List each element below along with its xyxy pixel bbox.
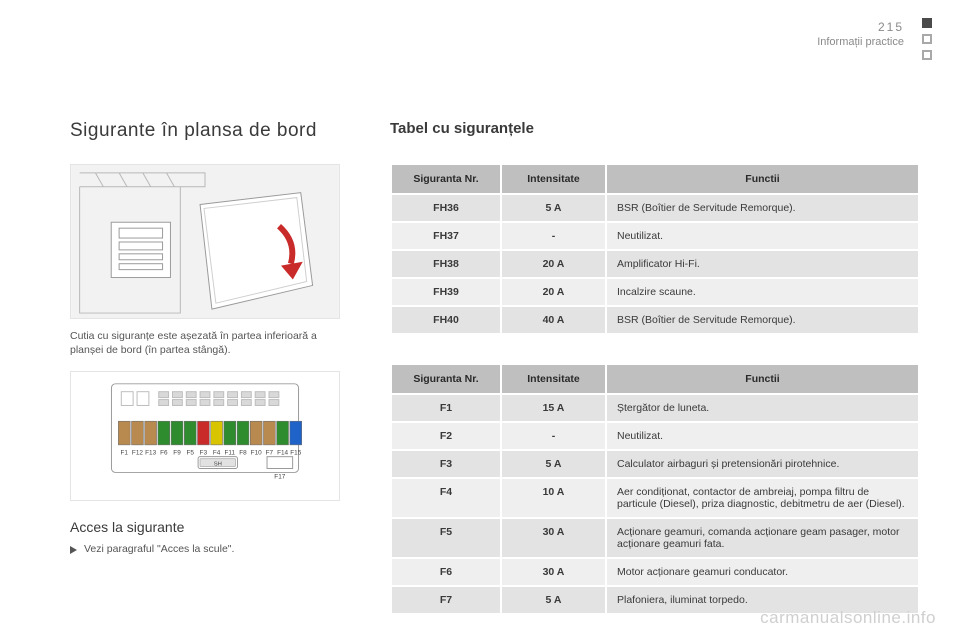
table-row: F115 AȘtergător de luneta. bbox=[391, 394, 919, 422]
table-header: Intensitate bbox=[501, 364, 606, 394]
section-title: Informații practice bbox=[817, 36, 904, 48]
bullet-line: Vezi paragraful "Acces la scule". bbox=[70, 543, 360, 555]
edge-dot-icon bbox=[922, 34, 932, 44]
fuse-function: Amplificator Hi-Fi. bbox=[606, 250, 919, 278]
fuse-intensity: 15 A bbox=[501, 394, 606, 422]
fuse-intensity: 5 A bbox=[501, 586, 606, 614]
watermark: carmanualsonline.info bbox=[760, 608, 936, 628]
fuse-table-2: Siguranta Nr. Intensitate Functii F115 A… bbox=[390, 363, 920, 615]
section-heading: Sigurante în plansa de bord bbox=[70, 120, 360, 142]
page-number: 215 bbox=[878, 20, 904, 34]
table-row: F35 ACalculator airbaguri și pretensionă… bbox=[391, 450, 919, 478]
fuse-intensity: 20 A bbox=[501, 250, 606, 278]
fuse-function: Calculator airbaguri și pretensionări pi… bbox=[606, 450, 919, 478]
table-header: Functii bbox=[606, 164, 919, 194]
table-row: F410 AAer condiționat, contactor de ambr… bbox=[391, 478, 919, 518]
svg-text:F4: F4 bbox=[213, 450, 221, 457]
fuse-function: Acționare geamuri, comanda acționare gea… bbox=[606, 518, 919, 558]
svg-text:F13: F13 bbox=[145, 450, 156, 457]
right-column: Tabel cu siguranțele Siguranta Nr. Inten… bbox=[390, 120, 920, 643]
edge-dot-icon bbox=[922, 50, 932, 60]
photo-caption: Cutia cu siguranțe este așezată în parte… bbox=[70, 329, 350, 357]
fuse-number: F4 bbox=[391, 478, 501, 518]
page: 215 Informații practice Sigurante în pla… bbox=[0, 0, 960, 640]
table-header: Intensitate bbox=[501, 164, 606, 194]
table-row: F530 AAcționare geamuri, comanda acționa… bbox=[391, 518, 919, 558]
fuse-number: FH38 bbox=[391, 250, 501, 278]
table-row: FH365 ABSR (Boîtier de Servitude Remorqu… bbox=[391, 194, 919, 222]
svg-text:F10: F10 bbox=[251, 450, 262, 457]
fusebox-diagram: F1F12F13 F6 F9 F5 F3 F4 F11F8 F10 F7F14F15 SH F17 bbox=[70, 371, 340, 501]
svg-text:F8: F8 bbox=[239, 450, 247, 457]
fusebox-photo bbox=[70, 164, 340, 319]
svg-text:F11: F11 bbox=[225, 450, 236, 457]
table-row: FH4040 ABSR (Boîtier de Servitude Remorq… bbox=[391, 306, 919, 334]
table-row: FH37-Neutilizat. bbox=[391, 222, 919, 250]
fuse-intensity: - bbox=[501, 422, 606, 450]
fuse-number: F2 bbox=[391, 422, 501, 450]
fuse-function: Incalzire scaune. bbox=[606, 278, 919, 306]
triangle-icon bbox=[70, 546, 77, 554]
fuse-number: F7 bbox=[391, 586, 501, 614]
table-row: FH3820 AAmplificator Hi-Fi. bbox=[391, 250, 919, 278]
svg-text:SH: SH bbox=[214, 462, 222, 468]
fuse-number: F3 bbox=[391, 450, 501, 478]
fuse-number: F1 bbox=[391, 394, 501, 422]
fuse-function: BSR (Boîtier de Servitude Remorque). bbox=[606, 306, 919, 334]
table-row: F630 AMotor acționare geamuri conducator… bbox=[391, 558, 919, 586]
fuse-number: FH36 bbox=[391, 194, 501, 222]
fuse-number: FH39 bbox=[391, 278, 501, 306]
fuse-intensity: 5 A bbox=[501, 194, 606, 222]
fuse-number: F6 bbox=[391, 558, 501, 586]
fuse-table-1: Siguranta Nr. Intensitate Functii FH365 … bbox=[390, 163, 920, 335]
fuse-intensity: 5 A bbox=[501, 450, 606, 478]
table-header: Functii bbox=[606, 364, 919, 394]
fuse-function: Ștergător de luneta. bbox=[606, 394, 919, 422]
svg-text:F3: F3 bbox=[200, 450, 208, 457]
edge-dot-icon bbox=[922, 18, 932, 28]
svg-text:F5: F5 bbox=[186, 450, 194, 457]
table-header: Siguranta Nr. bbox=[391, 164, 501, 194]
subheading: Acces la sigurante bbox=[70, 519, 360, 535]
edge-dots bbox=[922, 18, 932, 60]
svg-text:F15: F15 bbox=[290, 450, 301, 457]
fuse-function: Motor acționare geamuri conducator. bbox=[606, 558, 919, 586]
svg-text:F7: F7 bbox=[266, 450, 274, 457]
svg-text:F1: F1 bbox=[121, 450, 129, 457]
table-section-title: Tabel cu siguranțele bbox=[390, 120, 920, 137]
table-row: F2-Neutilizat. bbox=[391, 422, 919, 450]
fuse-function: Neutilizat. bbox=[606, 222, 919, 250]
svg-text:F17: F17 bbox=[274, 474, 285, 481]
table-row: FH3920 AIncalzire scaune. bbox=[391, 278, 919, 306]
svg-text:F14: F14 bbox=[277, 450, 288, 457]
svg-text:F6: F6 bbox=[160, 450, 168, 457]
fuse-function: Neutilizat. bbox=[606, 422, 919, 450]
fuse-intensity: 30 A bbox=[501, 518, 606, 558]
fuse-intensity: 40 A bbox=[501, 306, 606, 334]
left-column: Sigurante în plansa de bord bbox=[70, 120, 360, 555]
fuse-function: BSR (Boîtier de Servitude Remorque). bbox=[606, 194, 919, 222]
fuse-intensity: 10 A bbox=[501, 478, 606, 518]
fuse-intensity: 20 A bbox=[501, 278, 606, 306]
fuse-intensity: 30 A bbox=[501, 558, 606, 586]
fuse-number: FH37 bbox=[391, 222, 501, 250]
fuse-function: Aer condiționat, contactor de ambreiaj, … bbox=[606, 478, 919, 518]
bullet-text: Vezi paragraful "Acces la scule". bbox=[84, 543, 234, 555]
fuse-number: FH40 bbox=[391, 306, 501, 334]
table-header: Siguranta Nr. bbox=[391, 364, 501, 394]
fuse-number: F5 bbox=[391, 518, 501, 558]
svg-text:F9: F9 bbox=[173, 450, 181, 457]
fuse-intensity: - bbox=[501, 222, 606, 250]
svg-text:F12: F12 bbox=[132, 450, 143, 457]
